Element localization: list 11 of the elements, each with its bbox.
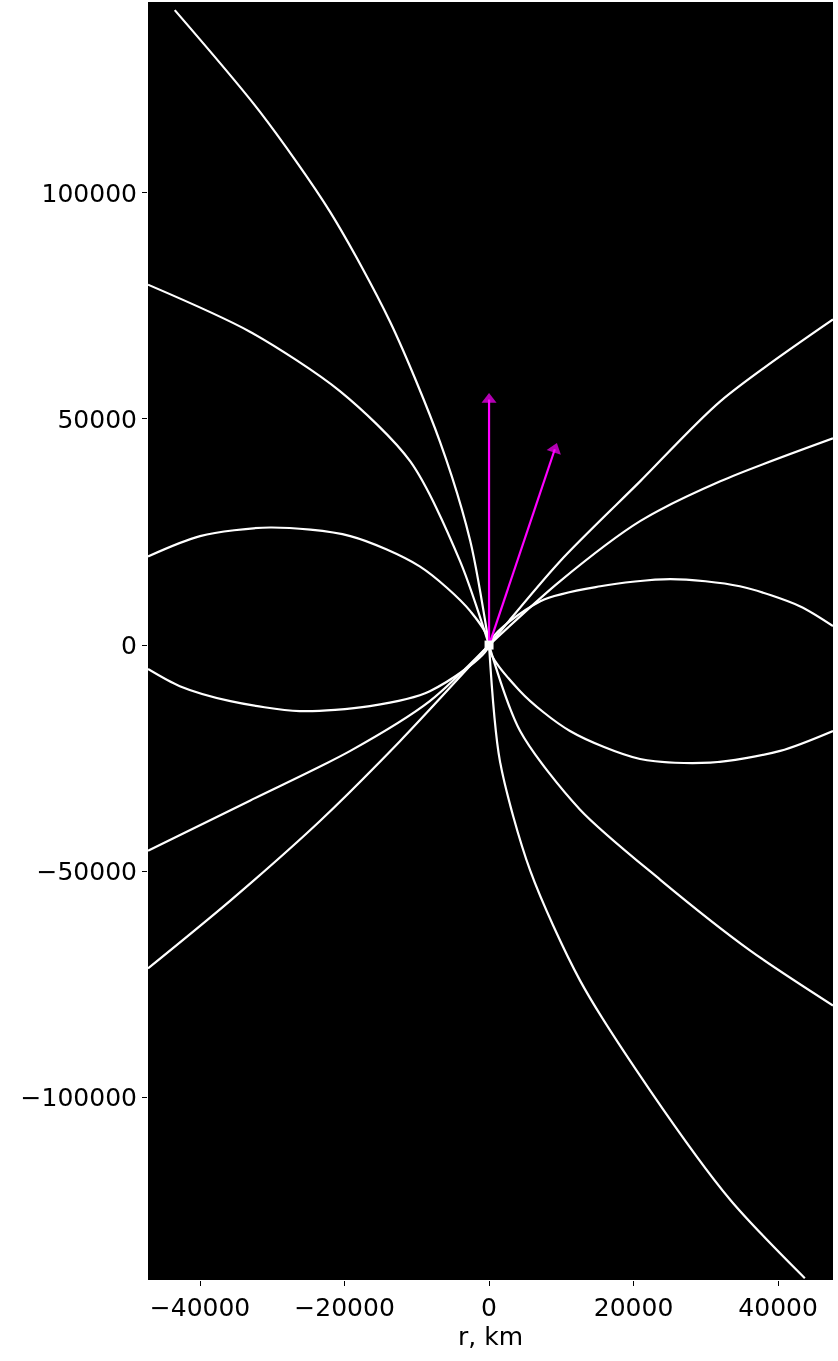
y-tick-label: −50000 — [36, 856, 137, 886]
x-tick-label: 40000 — [738, 1293, 818, 1322]
x-tick-label: −20000 — [294, 1293, 395, 1322]
x-axis-title: r, km — [457, 1322, 524, 1351]
y-tick-label: 100000 — [41, 178, 137, 208]
y-tick-label: −100000 — [20, 1083, 137, 1113]
x-tick-label: 20000 — [593, 1293, 674, 1322]
y-tick-label: 0 — [121, 630, 137, 660]
x-tick-label: 0 — [481, 1293, 497, 1322]
y-tick-label: 50000 — [57, 404, 137, 434]
x-tick-label: −40000 — [149, 1293, 251, 1322]
